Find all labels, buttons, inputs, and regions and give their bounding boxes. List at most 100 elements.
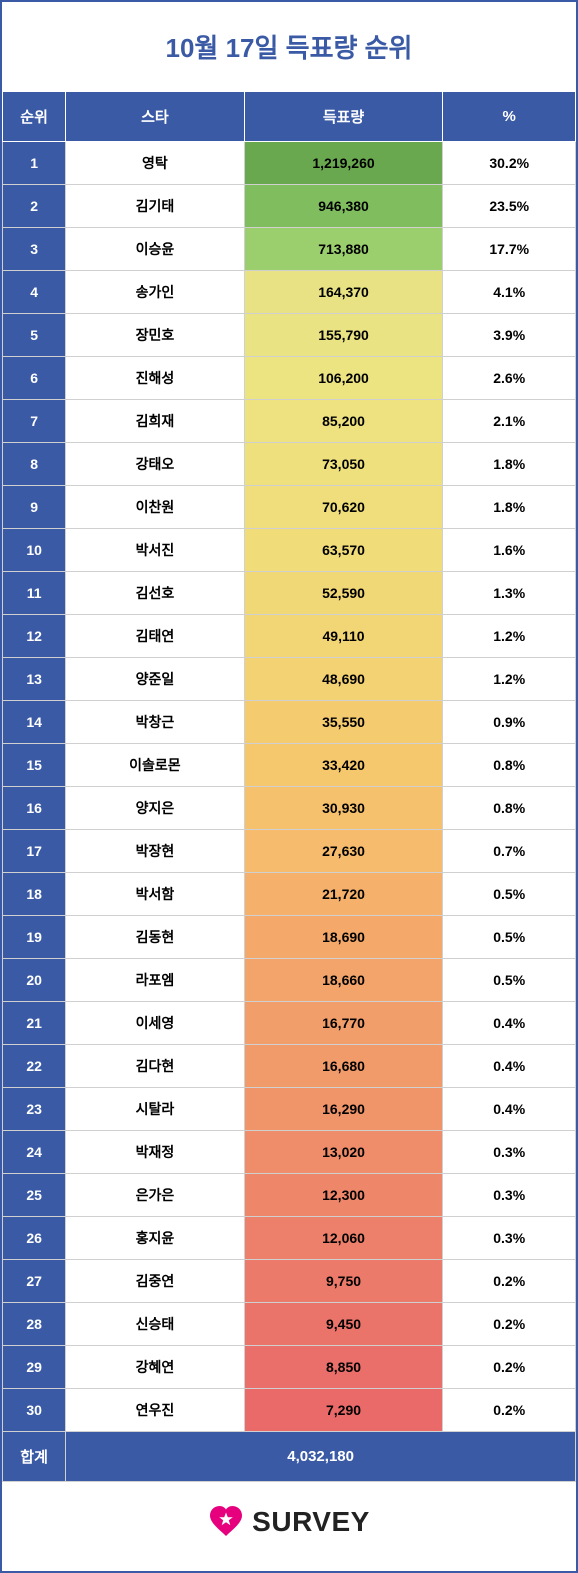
- logo-text: SURVEY: [252, 1506, 370, 1538]
- total-label: 합계: [3, 1432, 66, 1482]
- page-title: 10월 17일 득표량 순위: [2, 2, 576, 91]
- star-cell: 장민호: [66, 314, 244, 357]
- table-row: 9이찬원70,6201.8%: [3, 486, 576, 529]
- star-cell: 이승윤: [66, 228, 244, 271]
- pct-cell: 2.1%: [443, 400, 576, 443]
- pct-cell: 0.9%: [443, 701, 576, 744]
- pct-cell: 0.5%: [443, 873, 576, 916]
- rank-cell: 18: [3, 873, 66, 916]
- table-row: 2김기태946,38023.5%: [3, 185, 576, 228]
- table-row: 6진해성106,2002.6%: [3, 357, 576, 400]
- pct-cell: 0.3%: [443, 1174, 576, 1217]
- votes-cell: 12,060: [244, 1217, 443, 1260]
- rank-cell: 29: [3, 1346, 66, 1389]
- votes-cell: 9,750: [244, 1260, 443, 1303]
- pct-cell: 0.2%: [443, 1260, 576, 1303]
- pct-cell: 0.4%: [443, 1045, 576, 1088]
- rank-cell: 10: [3, 529, 66, 572]
- pct-cell: 0.8%: [443, 787, 576, 830]
- star-cell: 박장현: [66, 830, 244, 873]
- votes-cell: 35,550: [244, 701, 443, 744]
- votes-cell: 52,590: [244, 572, 443, 615]
- rank-cell: 16: [3, 787, 66, 830]
- table-row: 10박서진63,5701.6%: [3, 529, 576, 572]
- table-row: 16양지은30,9300.8%: [3, 787, 576, 830]
- rank-cell: 9: [3, 486, 66, 529]
- pct-cell: 0.8%: [443, 744, 576, 787]
- pct-cell: 4.1%: [443, 271, 576, 314]
- votes-cell: 16,290: [244, 1088, 443, 1131]
- star-cell: 박서진: [66, 529, 244, 572]
- star-cell: 송가인: [66, 271, 244, 314]
- table-row: 28신승태9,4500.2%: [3, 1303, 576, 1346]
- table-row: 25은가은12,3000.3%: [3, 1174, 576, 1217]
- pct-cell: 0.7%: [443, 830, 576, 873]
- star-cell: 강혜연: [66, 1346, 244, 1389]
- rank-cell: 11: [3, 572, 66, 615]
- rank-cell: 20: [3, 959, 66, 1002]
- star-cell: 박재정: [66, 1131, 244, 1174]
- table-row: 20라포엠18,6600.5%: [3, 959, 576, 1002]
- rank-cell: 5: [3, 314, 66, 357]
- votes-cell: 12,300: [244, 1174, 443, 1217]
- votes-cell: 49,110: [244, 615, 443, 658]
- votes-cell: 18,660: [244, 959, 443, 1002]
- rank-cell: 7: [3, 400, 66, 443]
- pct-cell: 23.5%: [443, 185, 576, 228]
- star-cell: 김다현: [66, 1045, 244, 1088]
- votes-cell: 27,630: [244, 830, 443, 873]
- star-cell: 김중연: [66, 1260, 244, 1303]
- rank-cell: 15: [3, 744, 66, 787]
- rank-cell: 22: [3, 1045, 66, 1088]
- pct-cell: 0.5%: [443, 916, 576, 959]
- rank-cell: 6: [3, 357, 66, 400]
- votes-cell: 70,620: [244, 486, 443, 529]
- pct-cell: 0.2%: [443, 1303, 576, 1346]
- star-cell: 김태연: [66, 615, 244, 658]
- logo: SURVEY: [208, 1504, 370, 1540]
- rank-cell: 17: [3, 830, 66, 873]
- rank-cell: 2: [3, 185, 66, 228]
- pct-cell: 0.2%: [443, 1389, 576, 1432]
- votes-cell: 73,050: [244, 443, 443, 486]
- star-cell: 진해성: [66, 357, 244, 400]
- pct-cell: 1.8%: [443, 443, 576, 486]
- star-cell: 영탁: [66, 142, 244, 185]
- pct-cell: 30.2%: [443, 142, 576, 185]
- heart-star-icon: [208, 1504, 244, 1540]
- col-star: 스타: [66, 92, 244, 142]
- pct-cell: 17.7%: [443, 228, 576, 271]
- table-row: 24박재정13,0200.3%: [3, 1131, 576, 1174]
- table-row: 22김다현16,6800.4%: [3, 1045, 576, 1088]
- rank-cell: 4: [3, 271, 66, 314]
- table-row: 5장민호155,7903.9%: [3, 314, 576, 357]
- votes-cell: 9,450: [244, 1303, 443, 1346]
- rank-cell: 25: [3, 1174, 66, 1217]
- star-cell: 이세영: [66, 1002, 244, 1045]
- star-cell: 양지은: [66, 787, 244, 830]
- votes-cell: 30,930: [244, 787, 443, 830]
- votes-cell: 713,880: [244, 228, 443, 271]
- table-row: 4송가인164,3704.1%: [3, 271, 576, 314]
- table-row: 18박서함21,7200.5%: [3, 873, 576, 916]
- rank-cell: 30: [3, 1389, 66, 1432]
- pct-cell: 1.2%: [443, 658, 576, 701]
- rank-cell: 24: [3, 1131, 66, 1174]
- star-cell: 김선호: [66, 572, 244, 615]
- votes-cell: 1,219,260: [244, 142, 443, 185]
- table-row: 29강혜연8,8500.2%: [3, 1346, 576, 1389]
- rank-cell: 1: [3, 142, 66, 185]
- table-row: 26홍지윤12,0600.3%: [3, 1217, 576, 1260]
- table-row: 19김동현18,6900.5%: [3, 916, 576, 959]
- table-row: 1영탁1,219,26030.2%: [3, 142, 576, 185]
- table-row: 3이승윤713,88017.7%: [3, 228, 576, 271]
- star-cell: 강태오: [66, 443, 244, 486]
- rank-cell: 12: [3, 615, 66, 658]
- col-pct: %: [443, 92, 576, 142]
- rank-cell: 13: [3, 658, 66, 701]
- pct-cell: 1.2%: [443, 615, 576, 658]
- table-row: 13양준일48,6901.2%: [3, 658, 576, 701]
- votes-cell: 16,680: [244, 1045, 443, 1088]
- pct-cell: 0.5%: [443, 959, 576, 1002]
- rank-cell: 19: [3, 916, 66, 959]
